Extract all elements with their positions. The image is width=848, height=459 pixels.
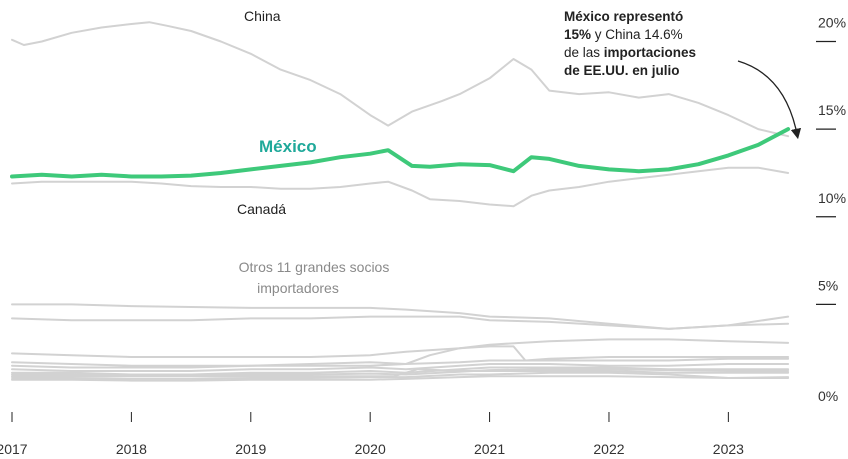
y-tick-label: 15% [818,102,846,118]
x-tick-label: 2019 [235,441,266,457]
annotation-mexico-share: 15% [564,27,591,42]
others-label-line2: importadores [257,280,339,296]
annotation-arrow [737,60,802,140]
series-line-other-9 [11,371,790,380]
series-line-other-6 [11,363,790,372]
x-axis: 2017 2018 2019 2020 2021 2022 2023 [0,412,744,457]
annotation-line1: México representó [564,9,683,24]
series-line-mexico [10,127,791,179]
series-line-other-3 [11,338,790,358]
series-line-other-11 [11,368,790,377]
y-tick-label: 5% [818,277,838,293]
annotation-imports: importaciones [604,45,696,60]
others-label-line1: Otros 11 grandes socios [239,259,390,275]
y-tick-label: 20% [818,15,846,31]
x-tick-label: 2018 [116,441,147,457]
context-series-group [11,21,790,382]
series-line-other-2 [11,315,790,330]
annotation-line4: de EE.UU. en julio [564,63,680,78]
highlight-series-group [10,127,791,179]
mexico-series-label: México [259,137,317,156]
x-tick-label: 2017 [0,441,28,457]
annotation-line3: de las importaciones [564,45,696,60]
x-tick-label: 2021 [474,441,505,457]
series-line-other-10 [11,375,790,382]
x-tick-label: 2020 [355,441,386,457]
series-line-canada [11,166,790,208]
y-tick-label: 0% [818,388,838,404]
x-tick-label: 2022 [593,441,624,457]
annotation-line2: 15% y China 14.6% [564,27,683,42]
series-line-other-5 [11,357,790,369]
annotation-china-share: y China 14.6% [591,27,683,42]
y-tick-label: 10% [818,190,846,206]
annotation: México representó 15% y China 14.6% de l… [564,9,802,140]
annotation-line3-prefix: de las [564,45,604,60]
y-axis: 20% 15% 10% 5% 0% [816,15,846,404]
x-tick-label: 2023 [713,441,744,457]
china-series-label: China [244,8,281,24]
series-line-china [11,21,790,138]
canada-series-label: Canadá [237,201,286,217]
series-line-other-4 [11,345,790,367]
